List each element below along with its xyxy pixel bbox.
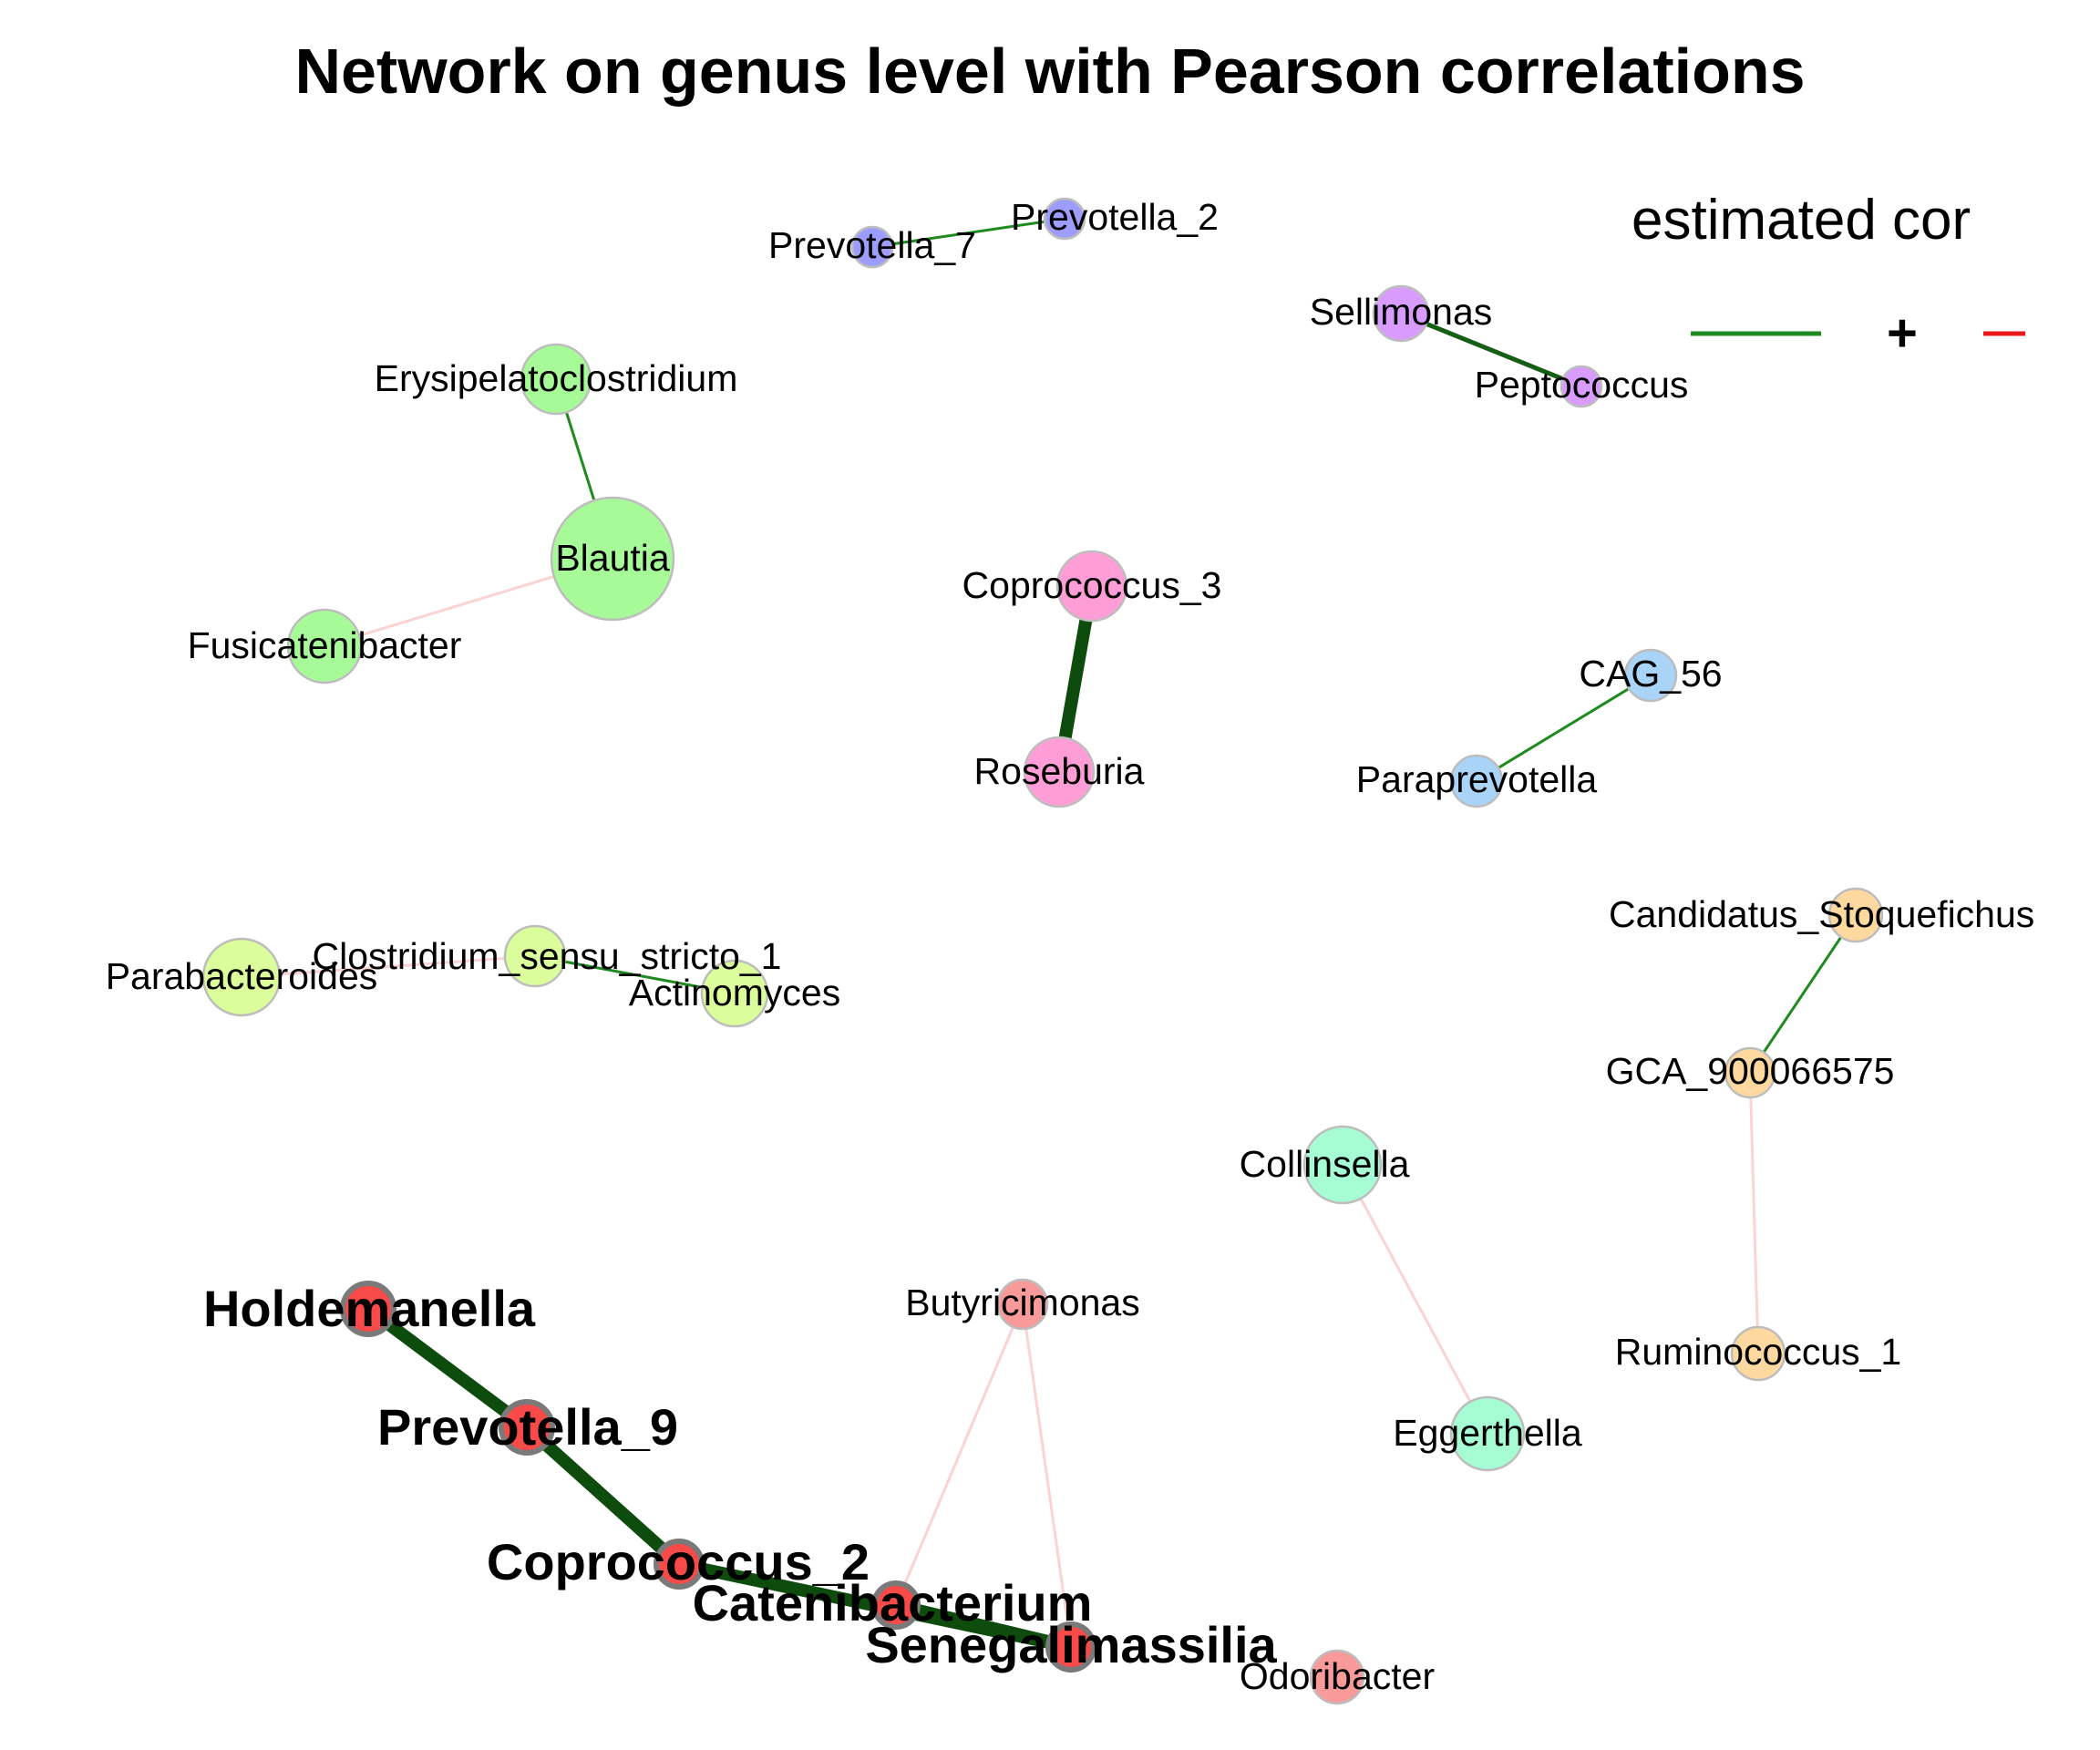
node-candidatus_stoquefichus bbox=[1827, 887, 1884, 943]
edge-cag_56-paraprevotella bbox=[1475, 674, 1652, 783]
edge-prevotella_7-prevotella_2 bbox=[870, 217, 1066, 249]
node-coprococcus_3 bbox=[1055, 550, 1128, 623]
legend: estimated cor + bbox=[1632, 189, 2025, 363]
edge-prevotella_9-coprococcus_2 bbox=[520, 1421, 685, 1570]
node-label-gca_900066575: GCA_900066575 bbox=[1606, 1050, 1895, 1092]
node-label-roseburia: Roseburia bbox=[974, 750, 1145, 792]
edge-holdemanella-prevotella_9 bbox=[362, 1302, 533, 1434]
node-peptococcus bbox=[1560, 365, 1603, 408]
edge-catenibacterium-senegalimassilia bbox=[890, 1599, 1077, 1653]
node-label-coprococcus_3: Coprococcus_3 bbox=[962, 564, 1222, 606]
node-label-odoribacter: Odoribacter bbox=[1240, 1655, 1435, 1697]
node-label-collinsella: Collinsella bbox=[1240, 1143, 1410, 1185]
edge-butyricimonas-senegalimassilia bbox=[1021, 1302, 1073, 1649]
node-gca_900066575 bbox=[1724, 1046, 1776, 1099]
node-holdemanella bbox=[340, 1281, 396, 1337]
edge-candidatus_stoquefichus-gca_900066575 bbox=[1748, 913, 1858, 1075]
nodes-layer bbox=[201, 197, 1884, 1705]
node-label-clostridium_ss1: Clostridium_sensu_stricto_1 bbox=[312, 935, 781, 977]
node-prevotella_7 bbox=[850, 225, 894, 269]
node-label-cag_56: CAG_56 bbox=[1579, 653, 1722, 695]
node-parabacteroides bbox=[201, 937, 282, 1017]
node-label-prevotella_9: Prevotella_9 bbox=[377, 1398, 678, 1456]
edge-butyricimonas-catenibacterium bbox=[894, 1302, 1024, 1607]
node-prevotella_9 bbox=[499, 1399, 555, 1456]
node-label-peptococcus: Peptococcus bbox=[1475, 364, 1689, 406]
legend-title: estimated cor bbox=[1632, 189, 1971, 252]
node-actinomyces bbox=[700, 959, 769, 1028]
node-label-catenibacterium: Catenibacterium bbox=[693, 1574, 1093, 1632]
node-label-sellimonas: Sellimonas bbox=[1310, 291, 1493, 333]
node-blautia bbox=[550, 496, 675, 622]
node-label-ruminococcus_1: Ruminococcus_1 bbox=[1615, 1331, 1902, 1373]
edge-gca_900066575-ruminococcus_1 bbox=[1748, 1071, 1760, 1355]
edge-parabacteroides-clostridium_ss1 bbox=[240, 954, 537, 979]
node-senegalimassilia bbox=[1045, 1621, 1096, 1673]
node-coprococcus_2 bbox=[654, 1539, 705, 1590]
node-ruminococcus_1 bbox=[1730, 1325, 1786, 1382]
node-label-eggerthella: Eggerthella bbox=[1393, 1412, 1582, 1454]
node-label-actinomyces: Actinomyces bbox=[629, 972, 840, 1014]
legend-positive-sign: + bbox=[1887, 304, 1918, 363]
node-label-prevotella_7: Prevotella_7 bbox=[768, 224, 976, 266]
node-butyricimonas bbox=[996, 1278, 1049, 1331]
edge-collinsella-eggerthella bbox=[1341, 1163, 1489, 1436]
node-label-butyricimonas: Butyricimonas bbox=[905, 1282, 1139, 1323]
node-catenibacterium bbox=[871, 1580, 921, 1630]
node-sellimonas bbox=[1372, 284, 1430, 343]
node-label-senegalimassilia: Senegalimassilia bbox=[865, 1616, 1277, 1673]
node-label-candidatus_stoquefichus: Candidatus_Stoquefichus bbox=[1609, 893, 2034, 935]
node-label-fusicatenibacter: Fusicatenibacter bbox=[188, 624, 462, 666]
node-roseburia bbox=[1023, 736, 1096, 808]
chart-title: Network on genus level with Pearson corr… bbox=[294, 36, 1806, 107]
node-paraprevotella bbox=[1449, 754, 1504, 808]
node-label-coprococcus_2: Coprococcus_2 bbox=[487, 1533, 870, 1590]
node-cag_56 bbox=[1623, 648, 1678, 703]
node-fusicatenibacter bbox=[286, 608, 363, 685]
edge-sellimonas-peptococcus bbox=[1398, 311, 1584, 389]
node-erysipelatoclostridium bbox=[520, 343, 592, 416]
node-eggerthella bbox=[1449, 1395, 1526, 1472]
node-label-blautia: Blautia bbox=[555, 537, 670, 579]
node-prevotella_2 bbox=[1043, 197, 1086, 241]
node-collinsella bbox=[1302, 1125, 1383, 1205]
node-label-erysipelatoclostridium: Erysipelatoclostridium bbox=[375, 357, 738, 399]
node-odoribacter bbox=[1309, 1649, 1365, 1705]
node-label-holdemanella: Holdemanella bbox=[203, 1280, 536, 1337]
node-clostridium_ss1 bbox=[503, 924, 567, 988]
node-label-paraprevotella: Paraprevotella bbox=[1356, 758, 1598, 800]
labels-layer: Prevotella_7 Prevotella_2 Sellimonas Peptoc… bbox=[106, 196, 2035, 1697]
node-label-parabacteroides: Parabacteroides bbox=[106, 955, 378, 997]
node-label-prevotella_2: Prevotella_2 bbox=[1011, 196, 1219, 238]
